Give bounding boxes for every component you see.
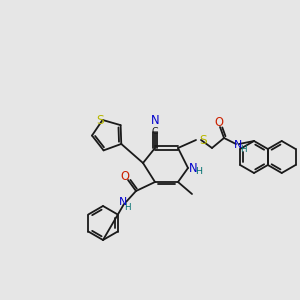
Text: C: C bbox=[152, 127, 158, 136]
Text: S: S bbox=[97, 115, 104, 128]
Text: N: N bbox=[234, 140, 242, 150]
Text: H: H bbox=[196, 167, 202, 176]
Text: N: N bbox=[119, 197, 127, 207]
Text: H: H bbox=[240, 145, 246, 154]
Text: N: N bbox=[151, 115, 159, 128]
Text: H: H bbox=[124, 202, 130, 211]
Text: S: S bbox=[199, 134, 207, 146]
Text: O: O bbox=[214, 116, 224, 130]
Text: O: O bbox=[121, 170, 130, 184]
Text: N: N bbox=[189, 161, 197, 175]
